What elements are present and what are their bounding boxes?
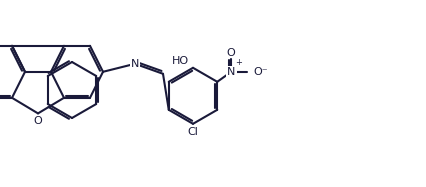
Text: +: + bbox=[235, 58, 242, 67]
Text: N: N bbox=[227, 67, 235, 77]
Text: N: N bbox=[130, 59, 139, 69]
Text: O: O bbox=[226, 48, 235, 58]
Text: HO: HO bbox=[172, 56, 189, 66]
Text: Cl: Cl bbox=[187, 127, 198, 137]
Text: O⁻: O⁻ bbox=[253, 67, 267, 77]
Text: O: O bbox=[34, 116, 42, 126]
